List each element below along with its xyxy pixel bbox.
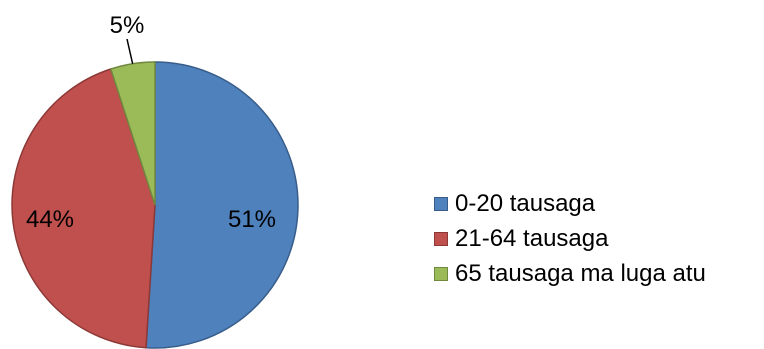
legend-item-0-20: 0-20 tausaga bbox=[434, 186, 706, 221]
pie-slice-2 bbox=[11, 68, 156, 349]
legend-swatch-65-plus bbox=[434, 266, 448, 281]
leader-line-slice-3 bbox=[126, 38, 134, 64]
pie-slices bbox=[11, 61, 299, 349]
pie-slice-3 bbox=[109, 61, 156, 206]
data-label-slice-3: 5% bbox=[110, 12, 145, 39]
pie-slice-1 bbox=[145, 61, 299, 349]
data-label-slice-1: 51% bbox=[228, 206, 276, 233]
legend-item-21-64: 21-64 tausaga bbox=[434, 221, 706, 256]
legend-label-0-20: 0-20 tausaga bbox=[455, 189, 596, 217]
data-label-slice-2: 44% bbox=[26, 206, 74, 233]
legend-swatch-21-64 bbox=[434, 231, 448, 246]
legend-label-65-plus: 65 tausaga ma luga atu bbox=[455, 259, 706, 287]
legend-swatch-0-20 bbox=[434, 196, 448, 211]
legend: 0-20 tausaga 21-64 tausaga 65 tausaga ma… bbox=[434, 186, 706, 291]
legend-item-65-plus: 65 tausaga ma luga atu bbox=[434, 256, 706, 291]
legend-label-21-64: 21-64 tausaga bbox=[455, 224, 609, 252]
